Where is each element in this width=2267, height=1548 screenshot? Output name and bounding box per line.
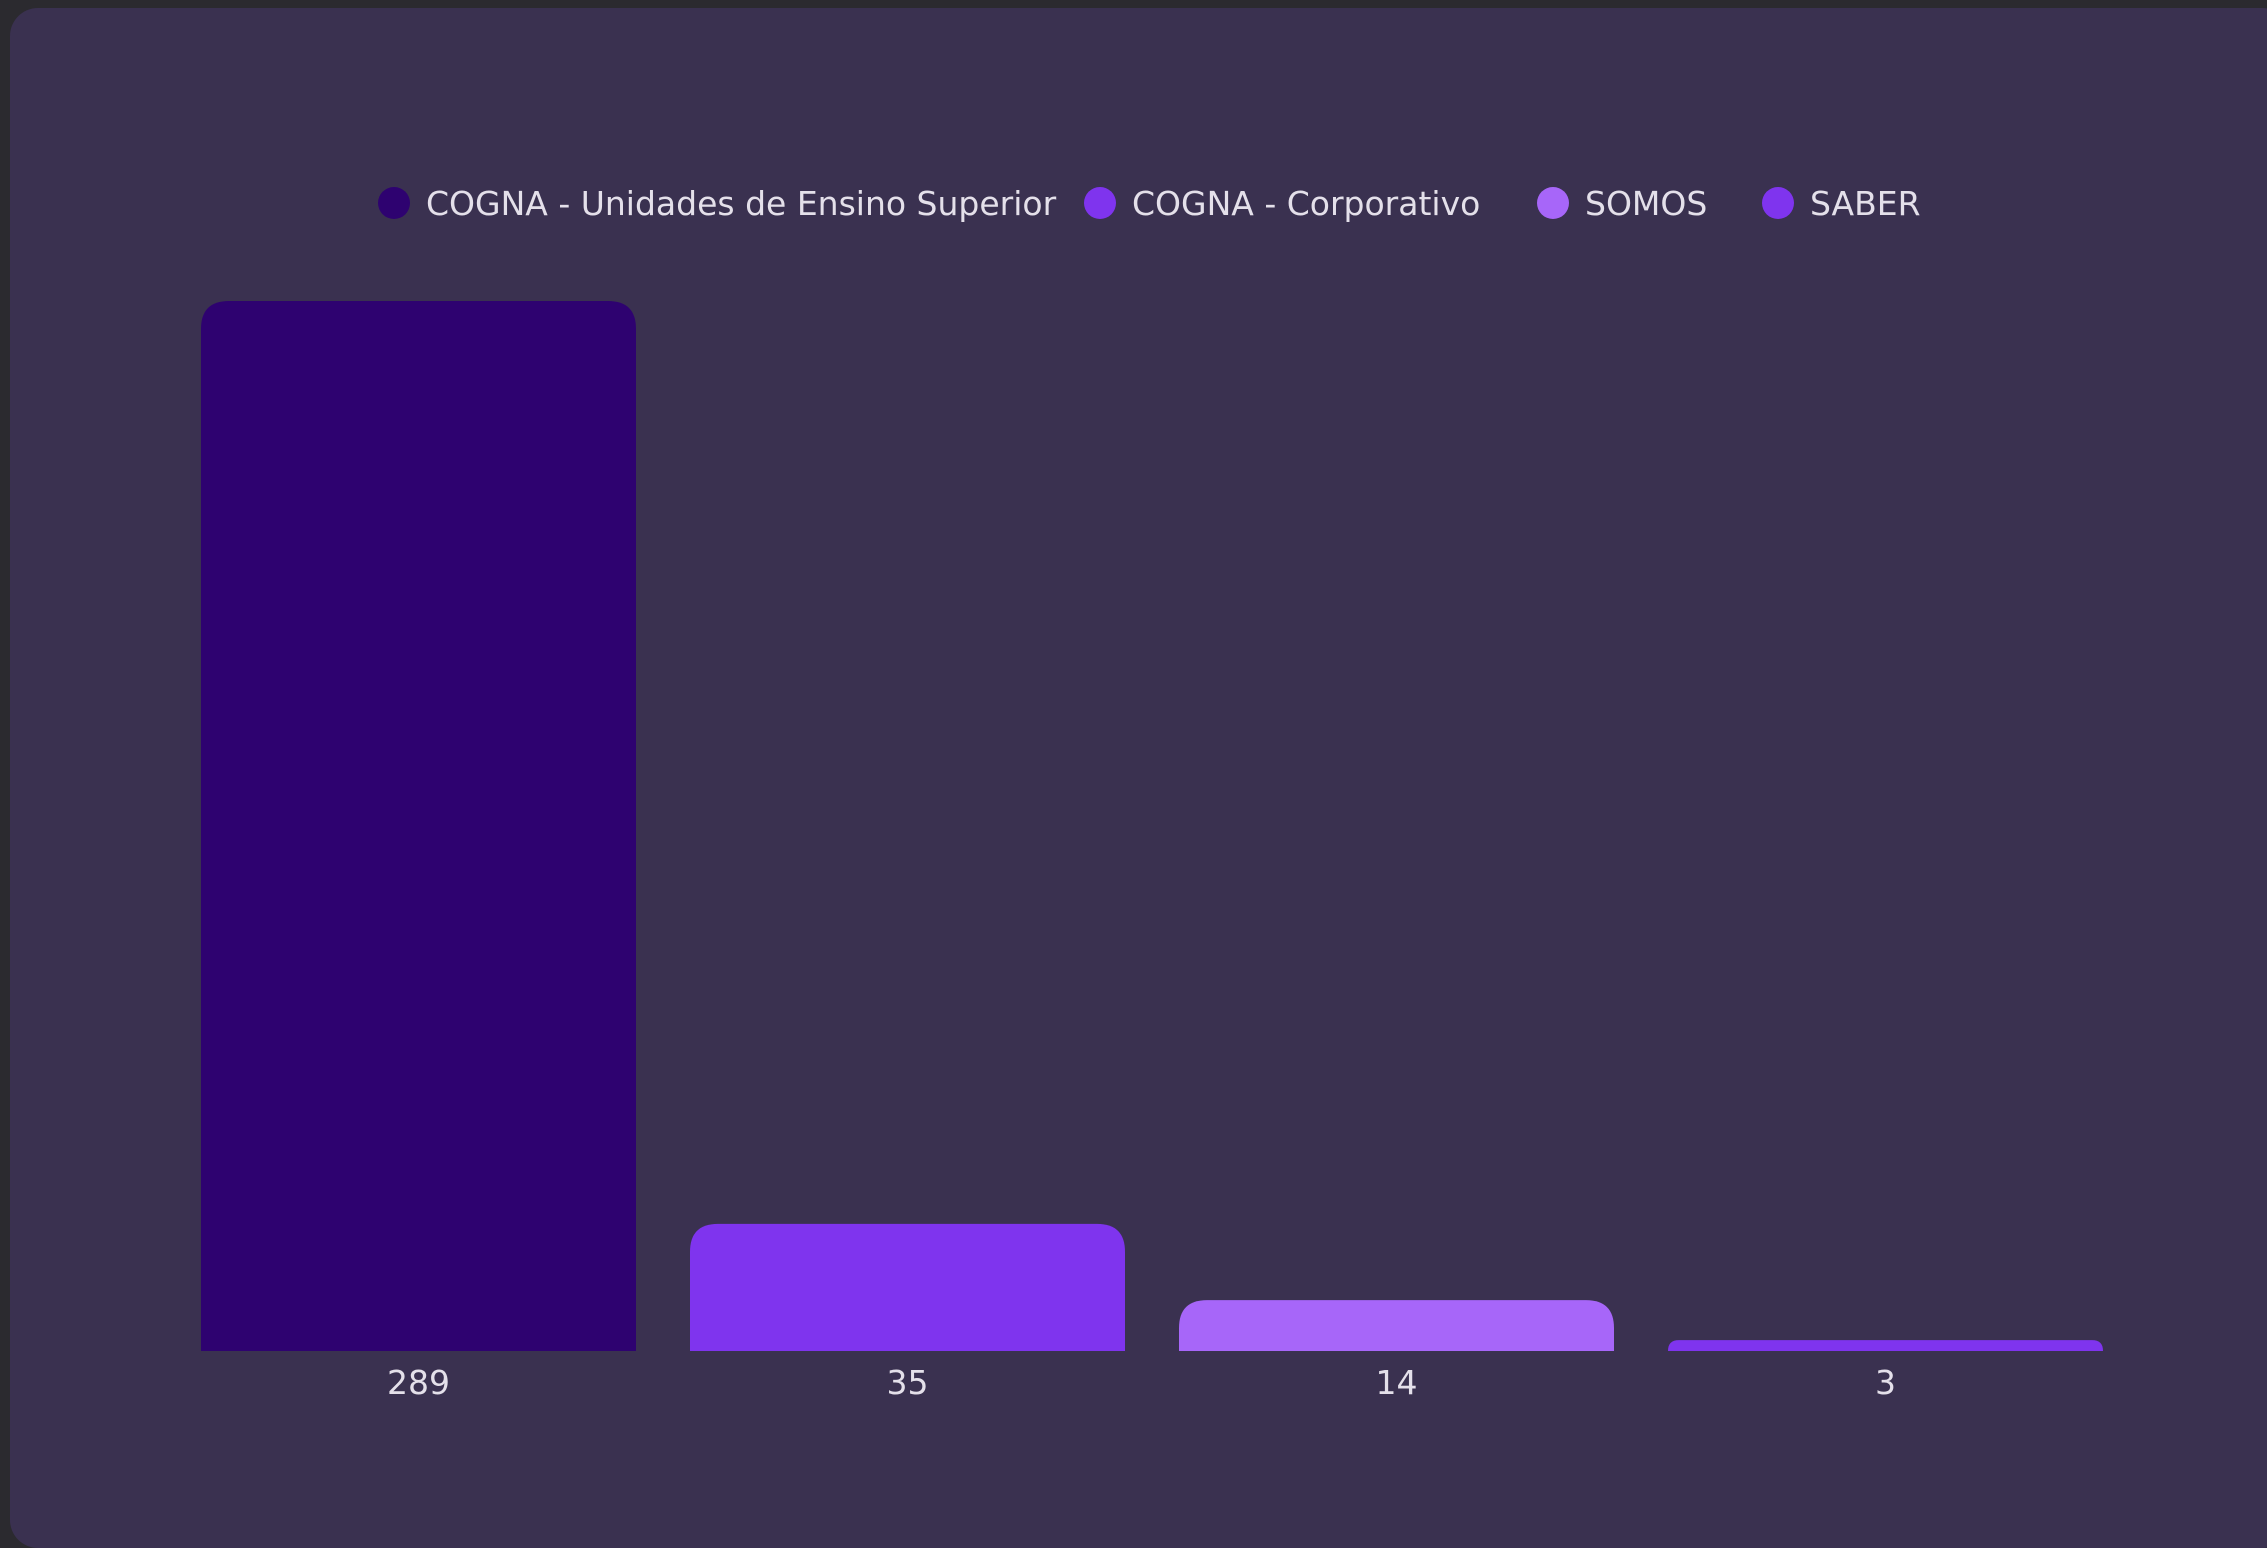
legend-dot-icon — [1537, 187, 1569, 219]
bar-1[interactable] — [201, 301, 636, 1351]
chart-legend: COGNA - Unidades de Ensino Superior COGN… — [0, 178, 2267, 228]
legend-item-saber[interactable]: SABER — [1762, 178, 1921, 228]
bar-4[interactable] — [1668, 1340, 2103, 1351]
legend-dot-icon — [1084, 187, 1116, 219]
bars-group — [201, 301, 2103, 1351]
legend-dot-icon — [378, 187, 410, 219]
bar-3[interactable] — [1179, 1300, 1614, 1351]
legend-item-cogna-corporativo[interactable]: COGNA - Corporativo — [1084, 178, 1480, 228]
x-tick-label: 289 — [387, 1363, 450, 1402]
x-tick-label: 14 — [1376, 1363, 1418, 1402]
legend-item-somos[interactable]: SOMOS — [1537, 178, 1707, 228]
legend-label: COGNA - Unidades de Ensino Superior — [426, 183, 1057, 223]
legend-label: SOMOS — [1585, 183, 1708, 223]
legend-dot-icon — [1762, 187, 1794, 219]
x-tick-labels: 289 35 14 3 — [387, 1363, 1896, 1402]
legend-label: SABER — [1810, 183, 1921, 223]
x-tick-label: 3 — [1875, 1363, 1896, 1402]
bar-chart: 289 35 14 3 — [201, 301, 2103, 1402]
legend-item-cogna-unidades[interactable]: COGNA - Unidades de Ensino Superior — [378, 178, 1056, 228]
legend-label: COGNA - Corporativo — [1132, 183, 1481, 223]
bar-2[interactable] — [690, 1223, 1125, 1351]
x-tick-label: 35 — [887, 1363, 929, 1402]
